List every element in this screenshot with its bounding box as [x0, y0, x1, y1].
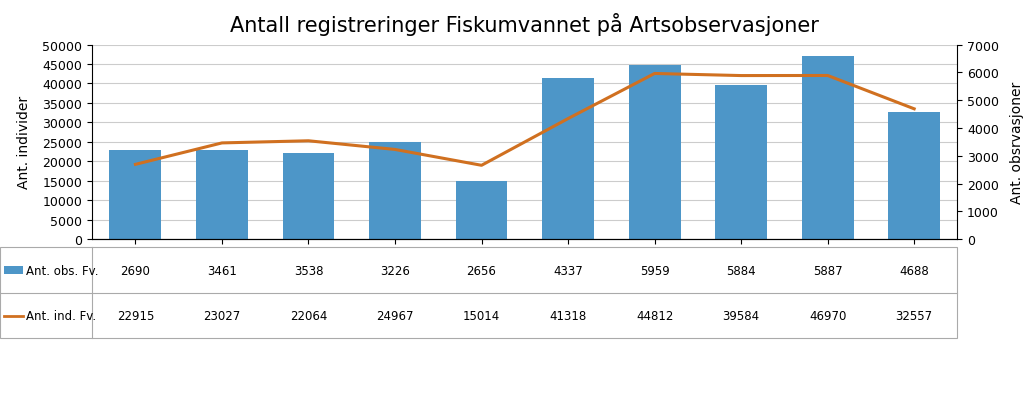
Text: 24967: 24967	[376, 309, 414, 323]
Text: 3226: 3226	[380, 264, 410, 277]
Text: 5959: 5959	[640, 264, 670, 277]
Text: 2656: 2656	[467, 264, 497, 277]
Text: 23027: 23027	[204, 309, 241, 323]
Text: 22915: 22915	[117, 309, 154, 323]
Bar	[283, 154, 335, 240]
Text: Ant. obs. Fv.: Ant. obs. Fv.	[26, 264, 98, 277]
Text: 3461: 3461	[207, 264, 237, 277]
Text: 4337: 4337	[553, 264, 583, 277]
Y-axis label: Ant. individer: Ant. individer	[17, 96, 32, 189]
Text: Ant. ind. Fv.: Ant. ind. Fv.	[26, 309, 95, 323]
Text: 39584: 39584	[723, 309, 760, 323]
Bar	[888, 113, 940, 240]
Bar	[802, 57, 854, 240]
Bar	[629, 66, 681, 240]
Bar	[369, 142, 421, 240]
Text: 3538: 3538	[294, 264, 324, 277]
Bar	[196, 150, 248, 240]
Text: 46970: 46970	[809, 309, 846, 323]
Bar	[456, 181, 508, 240]
Text: 44812: 44812	[636, 309, 673, 323]
Title: Antall registreringer Fiskumvannet på Artsobservasjoner: Antall registreringer Fiskumvannet på Ar…	[230, 13, 819, 36]
Text: 2690: 2690	[121, 264, 151, 277]
Bar	[715, 86, 767, 240]
Text: 5887: 5887	[813, 264, 843, 277]
Bar	[542, 79, 594, 240]
Y-axis label: Ant. obsrvasjoner: Ant. obsrvasjoner	[1011, 81, 1024, 204]
Text: 4688: 4688	[899, 264, 929, 277]
Text: 5884: 5884	[726, 264, 756, 277]
Text: 41318: 41318	[550, 309, 587, 323]
Bar	[110, 151, 162, 240]
Text: 32557: 32557	[896, 309, 933, 323]
Text: 15014: 15014	[463, 309, 500, 323]
Text: 22064: 22064	[290, 309, 327, 323]
